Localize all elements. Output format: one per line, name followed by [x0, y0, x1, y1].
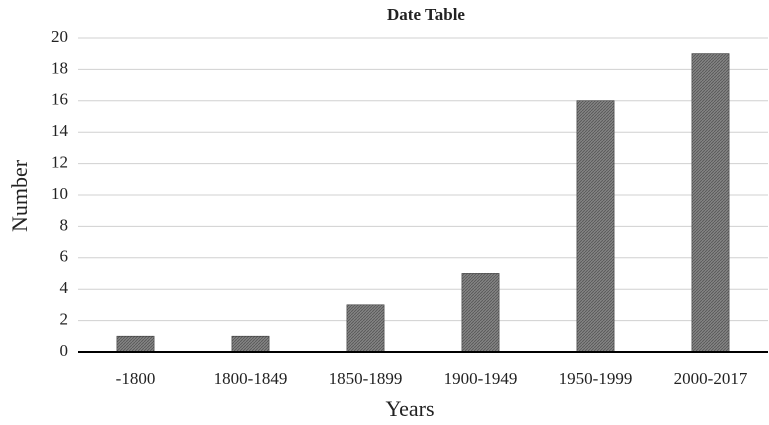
bar-texture: [577, 100, 614, 352]
y-tick-label: 18: [51, 58, 68, 77]
x-tick-label: 1950-1999: [559, 369, 633, 388]
x-tick-label: 2000-2017: [674, 369, 748, 388]
bar-texture: [462, 273, 499, 352]
x-axis-label: Years: [385, 396, 434, 421]
chart-title: Date Table: [387, 5, 465, 24]
y-tick-label: 14: [51, 121, 69, 140]
bar-texture: [232, 336, 269, 352]
y-tick-label: 0: [60, 341, 69, 360]
bar-texture: [692, 53, 729, 352]
y-tick-label: 4: [60, 278, 69, 297]
x-tick-label: 1800-1849: [214, 369, 288, 388]
bar-texture: [117, 336, 154, 352]
y-tick-label: 12: [51, 153, 68, 172]
x-tick-label: 1850-1899: [329, 369, 403, 388]
y-tick-label: 6: [60, 247, 69, 266]
bar-texture: [347, 304, 384, 352]
x-tick-label: 1900-1949: [444, 369, 518, 388]
y-tick-label: 8: [60, 215, 69, 234]
y-tick-label: 20: [51, 27, 68, 46]
y-axis-label: Number: [7, 159, 32, 232]
x-tick-label: -1800: [116, 369, 156, 388]
y-tick-label: 16: [51, 90, 68, 109]
y-tick-label: 10: [51, 184, 68, 203]
y-tick-label: 2: [60, 310, 69, 329]
